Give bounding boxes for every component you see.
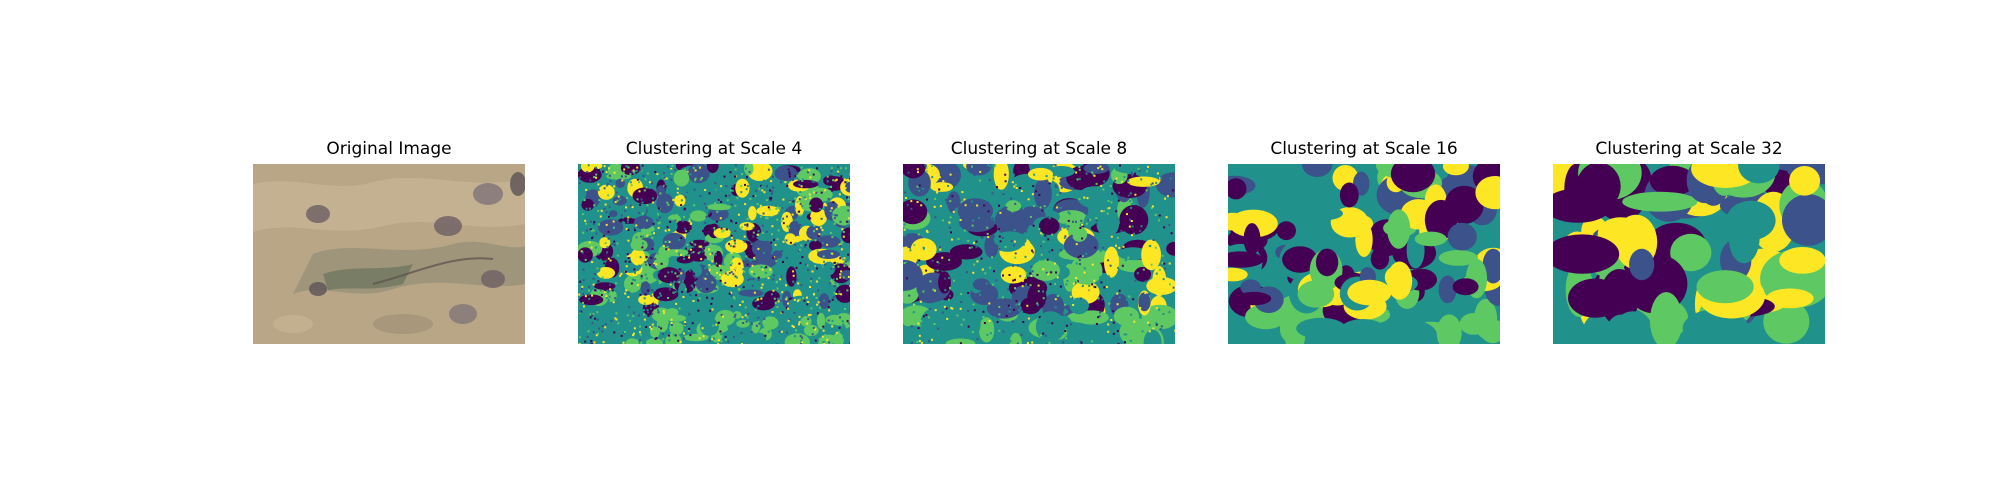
panel-title: Clustering at Scale 4 (625, 139, 803, 159)
panel-title: Clustering at Scale 8 (950, 139, 1128, 159)
cluster-map-scale-32 (1553, 164, 1825, 344)
panel-title: Clustering at Scale 32 (1595, 139, 1783, 159)
panel-title: Clustering at Scale 16 (1270, 139, 1458, 159)
cluster-map-scale-4 (578, 164, 850, 344)
original-image (253, 164, 525, 344)
cluster-map-scale-16 (1228, 164, 1500, 344)
panel-title: Original Image (326, 139, 452, 159)
cluster-map-scale-8 (903, 164, 1175, 344)
